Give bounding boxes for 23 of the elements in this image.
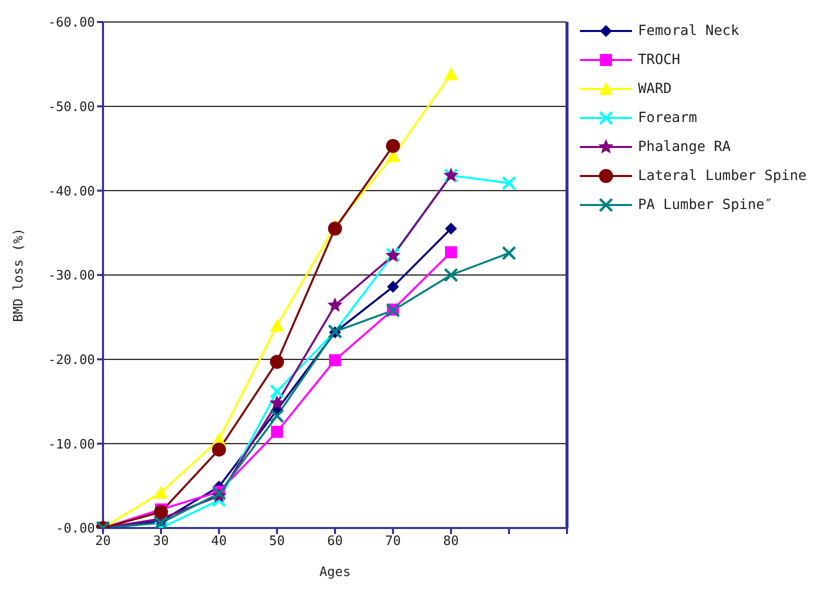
y-tick-label: -10.00 [48, 437, 95, 452]
y-axis-title: BMD loss (%) [12, 228, 27, 322]
x-tick-label: 20 [95, 534, 111, 550]
legend-label: Femoral Neck [638, 22, 740, 38]
x-tick-label: 70 [385, 534, 401, 550]
y-tick-label: -0.00 [56, 522, 95, 537]
x-tick-label: 50 [269, 534, 285, 550]
y-tick-label: -60.00 [48, 16, 95, 31]
y-tick-label: -30.00 [48, 268, 95, 284]
legend-label: Forearm [638, 110, 698, 126]
legend-label: PA Lumber Spine″ [638, 196, 773, 212]
legend-label: WARD [638, 80, 672, 96]
legend-label: Lateral Lumber Spine [638, 168, 807, 184]
x-tick-label: 60 [327, 534, 343, 550]
y-tick-label: -50.00 [48, 100, 95, 115]
x-axis-title: Ages [319, 565, 351, 580]
x-tick-label: 80 [443, 534, 459, 550]
x-tick-label: 30 [153, 534, 169, 550]
legend-label: Phalange RA [638, 138, 731, 154]
x-tick-label: 40 [211, 534, 227, 550]
y-tick-label: -40.00 [48, 184, 95, 200]
y-tick-label: -20.00 [48, 352, 95, 368]
legend-label: TROCH [638, 52, 680, 68]
